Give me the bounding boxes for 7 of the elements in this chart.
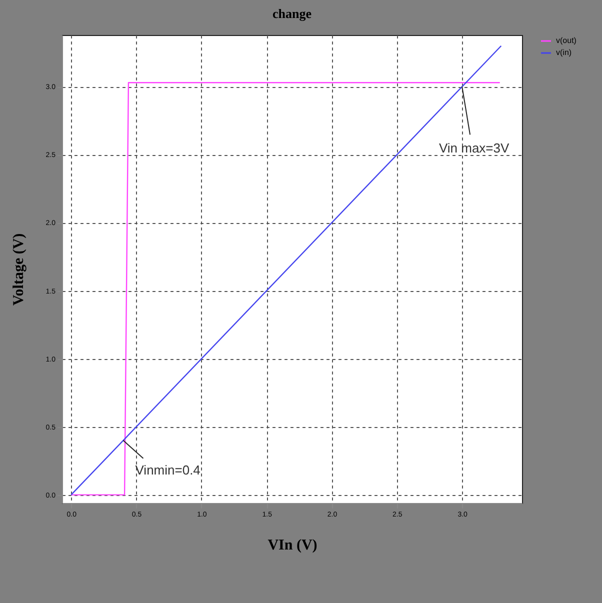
- annotation: Vinmin=0.4: [135, 462, 200, 478]
- legend-label: v(in): [556, 48, 572, 57]
- chart-title: change: [272, 6, 312, 21]
- x-axis-title: VIn (V): [268, 538, 318, 554]
- annotation: Vin max=3V: [438, 140, 510, 156]
- legend-label: v(out): [556, 36, 577, 45]
- y-axis-title: Voltage (V): [10, 233, 27, 306]
